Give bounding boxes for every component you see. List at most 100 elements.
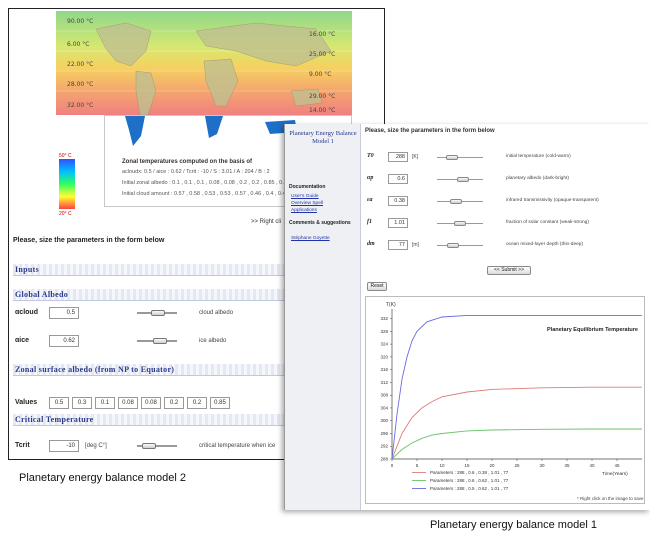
colorbar-bottom-label: 20° C [59,211,72,217]
tcrit-label: Tcrit [15,442,30,449]
legend-entry: Parameters : 288 , 0.6 , 0.38 , 1.01 , 7… [430,470,509,475]
section-global-albedo: Global Albedo [13,289,289,301]
temperature-colorbar [59,159,75,209]
y-tick-label: 316 [380,367,388,372]
instructions-text: Please, size the parameters in the form … [365,128,495,134]
albedo-value-input[interactable]: 0.2 [164,397,184,409]
albedo-value-input[interactable]: 0.85 [210,397,230,409]
reset-button[interactable]: Reset [367,282,387,291]
param-slider[interactable] [437,221,483,226]
lat-label: 6.00 °C [67,41,90,48]
chart-title: Planetary Equilibrium Temperature [547,327,638,333]
y-axis-label: T(K) [386,302,396,308]
param-symbol: αp [367,175,374,181]
slider-knob[interactable] [457,177,469,182]
x-tick-label: 40 [589,463,595,468]
sidebar-link-author[interactable]: Stéphane Goyette [291,236,330,241]
albedo-value-input[interactable]: 0.1 [95,397,115,409]
x-tick-label: 5 [416,463,419,468]
tcrit-unit: [deg C°] [85,443,107,449]
param-input[interactable]: 0.6 [388,174,408,184]
y-tick-label: 296 [380,431,388,436]
tcrit-slider[interactable] [137,443,177,449]
x-tick-label: 10 [439,463,445,468]
albedo-values-label: Values [15,399,38,406]
albedo-value-input[interactable]: 0.3 [72,397,92,409]
param-unit: [K] [412,154,419,160]
zonal-temps-title: Zonal temperatures computed on the basis… [122,159,253,165]
param-slider[interactable] [437,177,483,182]
lat-label: 32.00 °C [67,102,94,109]
x-axis-label: Time(Years) [602,471,628,477]
lat-label: 25.00 °C [309,51,336,58]
x-tick-label: 30 [539,463,545,468]
x-tick-label: 0 [391,463,394,468]
sidebar-link-overview[interactable]: Overview Spell [291,201,323,206]
lat-label: 9.00 °C [309,71,332,78]
tcrit-input[interactable]: -10 [49,440,79,452]
y-tick-label: 308 [380,393,388,398]
section-critical-temp: Critical Temperature [13,414,289,426]
param-unit: [m] [412,242,419,248]
y-tick-label: 324 [380,342,388,347]
zonal-cloud-line: Initial cloud amount : 0.57 , 0.58 , 0.5… [122,191,286,197]
acloud-desc: cloud albedo [199,310,234,316]
param-description: planetary albedo (dark-bright) [506,176,569,181]
legend-entry: Parameters : 288 , 0.5 , 0.62 , 1.01 , 7… [430,486,509,491]
param-slider[interactable] [437,155,483,160]
x-tick-label: 20 [489,463,495,468]
slider-knob[interactable] [447,243,459,248]
zonal-albedo-line: Initial zonal albedo : 0.1 , 0.1 , 0.1 ,… [122,180,287,186]
albedo-value-input[interactable]: 0.08 [141,397,161,409]
y-tick-label: 320 [380,354,388,359]
caption-model2: Planetary energy balance model 2 [19,472,186,484]
world-map-image [56,11,352,115]
aice-input[interactable]: 0.62 [49,335,79,347]
sidebar-title: Planetary Energy Balance Model 1 [289,130,357,145]
instructions-text: Please, size the parameters in the form … [13,237,165,244]
y-tick-label: 312 [380,380,388,385]
x-tick-label: 15 [464,463,470,468]
tcrit-desc: critical temperature when ice [199,443,276,449]
documentation-heading: Documentation [289,184,326,190]
albedo-value-input[interactable]: 0.5 [49,397,69,409]
slider-knob[interactable] [454,221,466,226]
param-input[interactable]: 288 [388,152,408,162]
y-tick-label: 288 [380,457,388,462]
acloud-slider[interactable] [137,310,177,316]
param-symbol: T0 [367,153,374,159]
chart-area[interactable]: 288 292 296 300 304 308 312 316 320 324 328 332 0 5 10… [365,296,645,504]
y-tick-label: 328 [380,329,388,334]
lat-label: 14.00 °C [309,107,336,114]
param-input[interactable]: 0.38 [388,196,408,206]
series-line [391,314,642,460]
y-tick-label: 304 [380,405,388,410]
acloud-input[interactable]: 0.5 [49,307,79,319]
lat-label: 22.00 °C [67,61,94,68]
comments-heading: Comments & suggestions [289,220,351,226]
sidebar-link-applications[interactable]: Applications [291,208,317,213]
caption-model1: Planetary energy balance model 1 [430,519,597,531]
aice-slider[interactable] [137,338,177,344]
param-slider[interactable] [437,199,483,204]
sidebar-link-users-guide[interactable]: User's Guide [291,194,319,199]
y-tick-label: 292 [380,444,388,449]
albedo-value-input[interactable]: 0.2 [187,397,207,409]
submit-button[interactable]: << Submit >> [487,266,531,275]
right-click-note[interactable]: >> Right cli [251,219,282,225]
param-description: fraction of solar constant (weak-strong) [506,220,589,225]
y-tick-label: 332 [380,316,388,321]
x-tick-label: 35 [564,463,570,468]
right-click-note: * Right click on the image to save [577,496,644,501]
param-input[interactable]: 77 [388,240,408,250]
section-zonal-albedo: Zonal surface albedo (from NP to Equator… [13,364,289,376]
slider-knob[interactable] [446,155,458,160]
colorbar-top-label: 50° C [59,153,72,159]
param-input[interactable]: 1.01 [388,218,408,228]
param-slider[interactable] [437,243,483,248]
zonal-temperature-map [56,11,352,115]
lat-label: 16.00 °C [309,31,336,38]
slider-knob[interactable] [450,199,462,204]
albedo-value-input[interactable]: 0.08 [118,397,138,409]
x-tick-label: 25 [514,463,520,468]
